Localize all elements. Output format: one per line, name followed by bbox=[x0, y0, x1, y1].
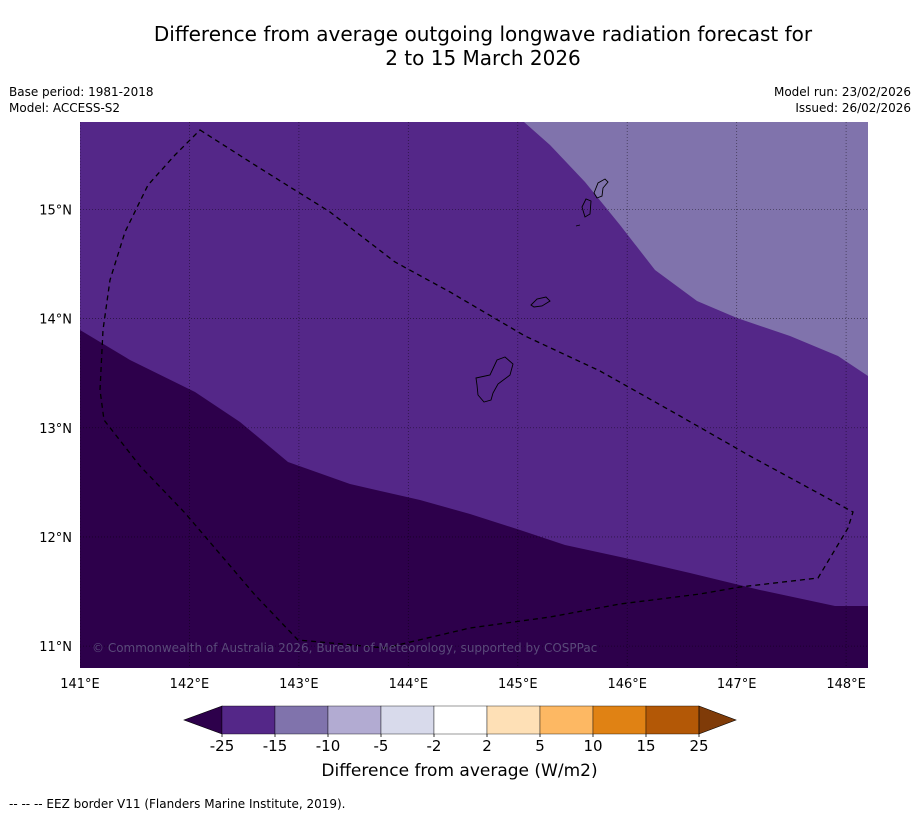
island-saipan bbox=[593, 178, 609, 199]
latitude-labels: 15°N 14°N 13°N 12°N 11°N bbox=[39, 203, 72, 655]
island-guam bbox=[475, 356, 514, 403]
colorbar-tick-label: 15 bbox=[636, 737, 655, 755]
colorbar-over-arrow bbox=[698, 705, 737, 735]
lon-tick-label: 144°E bbox=[389, 677, 429, 692]
colorbar-tick-label: -15 bbox=[263, 737, 288, 755]
colorbar-under-arrow bbox=[183, 705, 223, 735]
lon-tick-label: 147°E bbox=[717, 677, 757, 692]
colorbar-tick-label: -25 bbox=[210, 737, 235, 755]
map-area bbox=[80, 122, 868, 668]
colorbar-tick-label: -5 bbox=[374, 737, 389, 755]
island-rota bbox=[530, 296, 551, 308]
colorbar-swatch bbox=[327, 705, 382, 735]
colorbar: -25 -15 -10 -5 -2 2 5 10 15 25 bbox=[183, 705, 737, 755]
lat-tick-label: 11°N bbox=[39, 640, 72, 655]
lon-tick-label: 146°E bbox=[607, 677, 647, 692]
title-line-2: 2 to 15 March 2026 bbox=[385, 46, 581, 70]
issued-date: Issued: 26/02/2026 bbox=[795, 101, 911, 115]
colorbar-tick-label: 25 bbox=[689, 737, 708, 755]
region-below-minus25 bbox=[80, 330, 868, 668]
colorbar-swatch bbox=[539, 705, 594, 735]
longitude-labels: 141°E 142°E 143°E 144°E 145°E 146°E 147°E 148°E bbox=[60, 677, 866, 692]
model-name: Model: ACCESS-S2 bbox=[9, 101, 121, 115]
lon-tick-label: 145°E bbox=[498, 677, 538, 692]
base-period: Base period: 1981-2018 bbox=[9, 85, 154, 99]
colorbar-swatch bbox=[645, 705, 700, 735]
colorbar-tick-label: -2 bbox=[427, 737, 442, 755]
meta-right: Model run: 23/02/2026 Issued: 26/02/2026 bbox=[774, 84, 911, 116]
region-minus15-minus10 bbox=[524, 122, 868, 376]
lat-tick-label: 14°N bbox=[39, 313, 72, 328]
lat-tick-label: 13°N bbox=[39, 422, 72, 437]
colorbar-tick-label: 2 bbox=[482, 737, 492, 755]
title-line-1: Difference from average outgoing longwav… bbox=[153, 22, 813, 46]
colorbar-swatch bbox=[221, 705, 276, 735]
model-run: Model run: 23/02/2026 bbox=[773, 85, 911, 99]
colorbar-swatch bbox=[592, 705, 647, 735]
colorbar-tick-label: 5 bbox=[535, 737, 545, 755]
colorbar-swatch bbox=[433, 705, 488, 735]
copyright-text: © Commonwealth of Australia 2026, Bureau… bbox=[92, 641, 597, 655]
lon-tick-label: 143°E bbox=[279, 677, 319, 692]
colorbar-swatch bbox=[274, 705, 329, 735]
colorbar-swatch bbox=[486, 705, 541, 735]
lat-tick-label: 15°N bbox=[39, 203, 72, 218]
lon-tick-label: 141°E bbox=[60, 677, 100, 692]
lat-tick-label: 12°N bbox=[39, 531, 72, 546]
chart-title: Difference from average outgoing longwav… bbox=[0, 22, 919, 70]
eez-border bbox=[99, 129, 854, 649]
meta-left: Base period: 1981-2018 Model: ACCESS-S2 bbox=[9, 84, 154, 116]
graticule bbox=[80, 122, 868, 668]
colorbar-tick-label: -10 bbox=[316, 737, 341, 755]
colorbar-title: Difference from average (W/m2) bbox=[321, 761, 598, 781]
colorbar-tick-label: 10 bbox=[583, 737, 602, 755]
island-aguijan bbox=[575, 224, 581, 227]
lon-tick-label: 148°E bbox=[826, 677, 866, 692]
lon-tick-label: 142°E bbox=[170, 677, 210, 692]
colorbar-swatch bbox=[380, 705, 435, 735]
footnote: -- -- -- EEZ border V11 (Flanders Marine… bbox=[9, 797, 346, 811]
island-tinian bbox=[581, 198, 592, 218]
islands bbox=[475, 178, 609, 403]
